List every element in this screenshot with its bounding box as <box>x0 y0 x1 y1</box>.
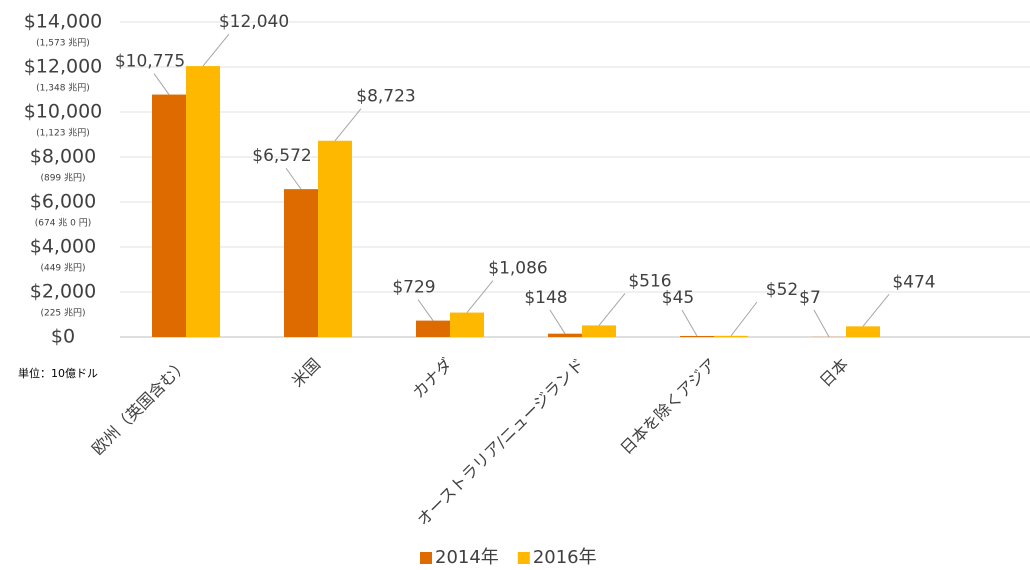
x-tick-label: 日本 <box>816 355 852 391</box>
y-tick-sublabel: (1,573 兆円) <box>36 38 90 49</box>
y-tick-label: $14,000 <box>24 11 103 33</box>
bar <box>714 335 748 337</box>
data-label: $474 <box>892 272 935 292</box>
y-tick-sublabel: (1,348 兆円) <box>36 83 90 94</box>
leader-line <box>549 309 566 334</box>
data-label: $6,572 <box>252 146 311 166</box>
leader-line <box>417 299 434 321</box>
y-tick-sublabel: (225 兆円) <box>40 308 85 319</box>
y-tick-label: $4,000 <box>30 236 96 258</box>
data-label: $12,040 <box>219 12 289 32</box>
legend-label: 2014年 <box>435 547 499 568</box>
legend-swatch <box>420 552 432 564</box>
bar <box>846 326 880 337</box>
y-tick-label: $10,000 <box>24 101 103 123</box>
x-tick-label: 米国 <box>288 355 324 391</box>
leader-line <box>813 309 830 338</box>
legend-swatch <box>517 552 530 564</box>
bar <box>152 94 186 337</box>
y-tick-label: $6,000 <box>30 191 96 213</box>
x-tick-label: 欧州（英国含む） <box>88 355 192 459</box>
bar <box>582 325 616 337</box>
data-label: $10,775 <box>115 52 185 72</box>
y-tick-label: $0 <box>51 326 75 348</box>
leader-line <box>202 33 230 67</box>
bar <box>548 333 582 337</box>
leader-line <box>334 108 362 142</box>
data-label: $1,086 <box>488 259 547 279</box>
legend-label: 2016年 <box>533 547 597 568</box>
y-tick-label: $2,000 <box>30 281 96 303</box>
data-label: $516 <box>628 271 671 291</box>
bar <box>186 66 220 337</box>
data-label: $45 <box>662 288 694 308</box>
bar <box>680 335 714 337</box>
y-tick-sublabel: (674 兆 0 円) <box>35 218 92 229</box>
x-tick-label: 日本を除くアジア <box>617 355 721 459</box>
bar <box>318 140 352 337</box>
data-label: $52 <box>766 280 798 300</box>
y-tick-sublabel: (449 兆円) <box>40 263 85 274</box>
y-tick-sublabel: (899 兆円) <box>40 173 85 184</box>
y-tick-sublabel: (1,123 兆円) <box>36 128 90 139</box>
leader-line <box>466 280 494 313</box>
data-label: $729 <box>392 278 435 298</box>
data-label: $7 <box>799 288 821 308</box>
bar <box>284 189 318 337</box>
y-tick-label: $12,000 <box>24 56 103 78</box>
y-tick-label: $8,000 <box>30 146 96 168</box>
leader-line <box>598 293 626 326</box>
leader-line <box>730 301 758 337</box>
unit-note: 単位：10億ドル <box>18 366 98 380</box>
leader-line <box>153 73 170 95</box>
bar <box>416 320 450 337</box>
leader-line <box>681 309 698 337</box>
bar <box>450 312 484 337</box>
leader-line <box>862 294 890 327</box>
leader-line <box>285 167 302 190</box>
x-tick-label: カナダ <box>409 355 456 402</box>
data-label: $148 <box>524 288 567 308</box>
data-label: $8,723 <box>356 87 415 107</box>
